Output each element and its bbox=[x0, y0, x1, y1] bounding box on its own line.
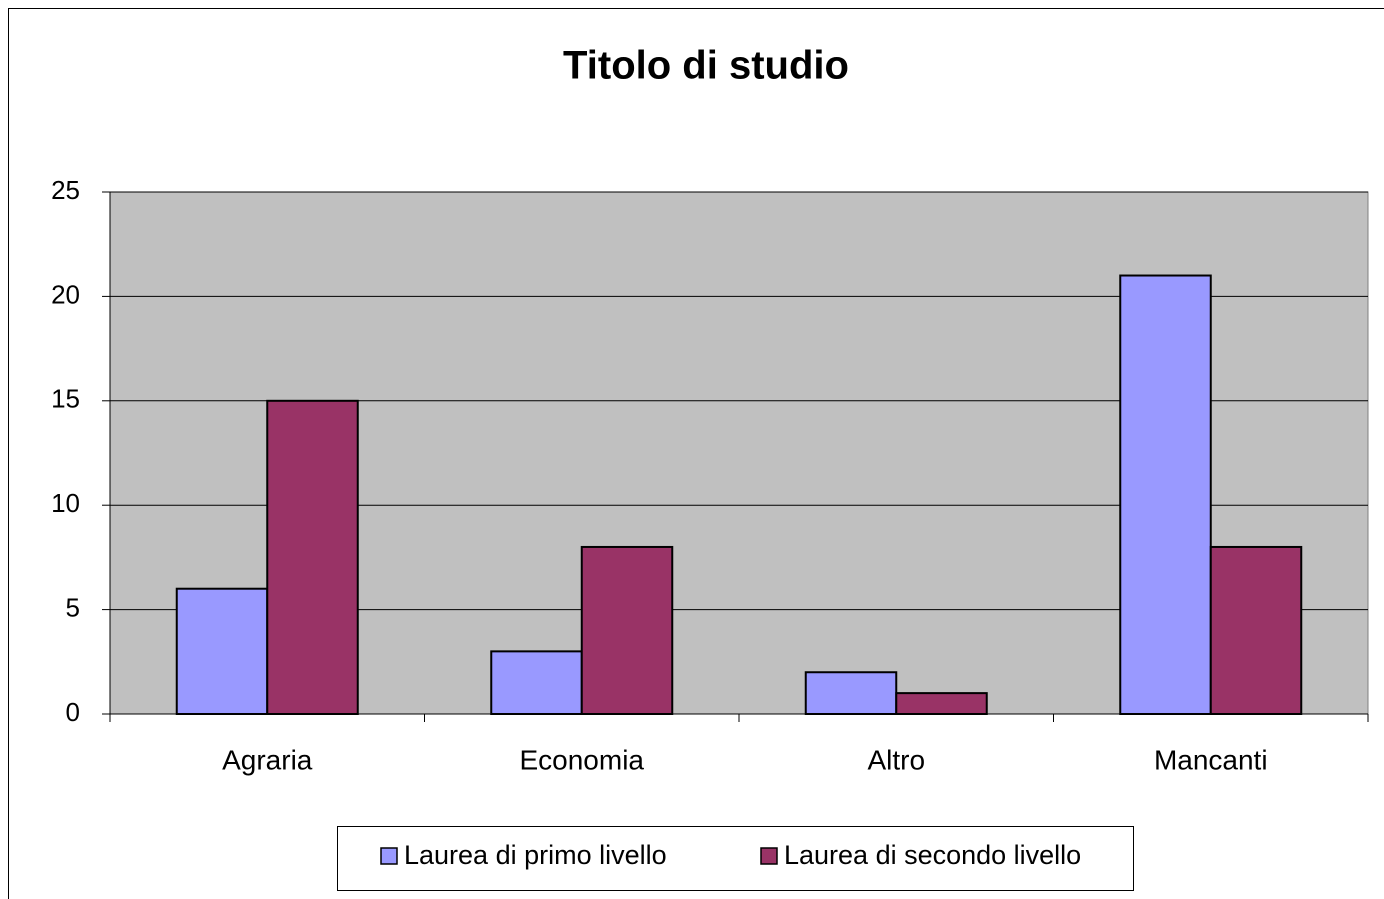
legend-box bbox=[337, 826, 1134, 891]
y-tick-label: 15 bbox=[51, 384, 80, 414]
x-tick-label: Agraria bbox=[222, 744, 313, 775]
bar bbox=[490, 650, 583, 715]
y-tick-label: 0 bbox=[66, 697, 80, 727]
bar bbox=[804, 671, 898, 715]
bar bbox=[1209, 545, 1303, 716]
y-tick-label: 20 bbox=[51, 279, 80, 309]
x-tick-label: Economia bbox=[519, 744, 644, 775]
legend-swatch bbox=[380, 847, 398, 865]
y-tick-label: 25 bbox=[51, 175, 80, 205]
x-tick-label: Mancanti bbox=[1154, 744, 1268, 775]
bar bbox=[1119, 274, 1212, 715]
x-tick-label: Altro bbox=[867, 744, 925, 775]
legend-label: Laurea di primo livello bbox=[404, 840, 667, 870]
bar bbox=[175, 587, 269, 715]
legend-swatch bbox=[760, 847, 778, 865]
y-tick-label: 10 bbox=[51, 488, 80, 518]
chart-title: Titolo di studio bbox=[563, 44, 849, 88]
y-tick-label: 5 bbox=[66, 592, 80, 622]
bar bbox=[266, 399, 359, 715]
legend-label: Laurea di secondo livello bbox=[784, 840, 1081, 870]
bar bbox=[580, 545, 674, 716]
bar bbox=[895, 692, 988, 715]
